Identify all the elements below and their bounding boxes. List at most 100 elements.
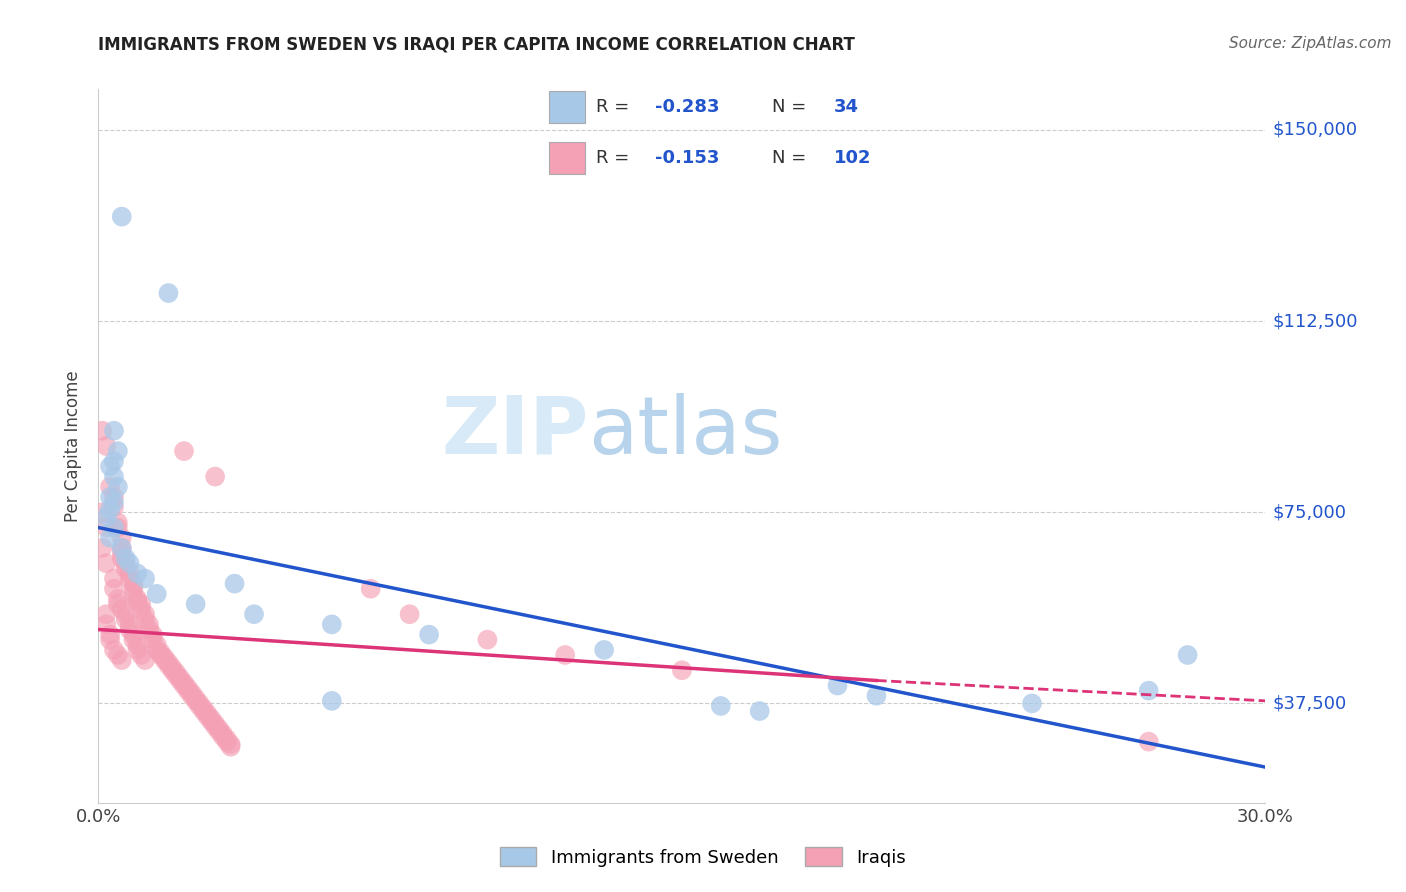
Point — [188, 697, 211, 711]
Point — [193, 704, 215, 718]
Point — [671, 663, 693, 677]
Point — [193, 701, 215, 715]
Point — [103, 490, 125, 504]
Point — [127, 566, 149, 581]
Point — [157, 286, 180, 301]
Point — [103, 454, 125, 468]
Text: Source: ZipAtlas.com: Source: ZipAtlas.com — [1229, 36, 1392, 51]
Point — [118, 566, 141, 581]
Point — [118, 617, 141, 632]
Point — [195, 709, 218, 723]
Text: IMMIGRANTS FROM SWEDEN VS IRAQI PER CAPITA INCOME CORRELATION CHART: IMMIGRANTS FROM SWEDEN VS IRAQI PER CAPI… — [98, 36, 855, 54]
Point — [122, 587, 145, 601]
Point — [129, 597, 152, 611]
Point — [107, 648, 129, 662]
Point — [243, 607, 266, 622]
Text: R =: R = — [596, 150, 636, 168]
Point — [593, 643, 616, 657]
Point — [91, 505, 114, 519]
Point — [1177, 648, 1199, 662]
Point — [177, 683, 200, 698]
Point — [204, 716, 226, 731]
Point — [96, 510, 118, 524]
Text: R =: R = — [596, 98, 636, 116]
Point — [321, 617, 343, 632]
Point — [111, 551, 134, 566]
Point — [321, 694, 343, 708]
Point — [398, 607, 420, 622]
Text: $75,000: $75,000 — [1272, 503, 1347, 521]
Point — [360, 582, 382, 596]
Y-axis label: Per Capita Income: Per Capita Income — [65, 370, 83, 522]
Point — [127, 638, 149, 652]
Point — [169, 673, 191, 688]
Point — [111, 546, 134, 560]
Point — [103, 582, 125, 596]
Point — [200, 712, 222, 726]
Point — [146, 587, 169, 601]
Point — [208, 724, 231, 739]
Point — [122, 576, 145, 591]
Point — [107, 520, 129, 534]
Point — [224, 576, 246, 591]
Point — [129, 648, 152, 662]
Point — [111, 541, 134, 555]
Point — [1137, 734, 1160, 748]
Point — [215, 732, 238, 747]
Point — [91, 424, 114, 438]
Point — [107, 597, 129, 611]
Point — [111, 210, 134, 224]
Text: ZIP: ZIP — [441, 392, 589, 471]
Point — [103, 424, 125, 438]
Point — [122, 582, 145, 596]
Point — [96, 617, 118, 632]
Text: atlas: atlas — [589, 392, 783, 471]
Point — [129, 602, 152, 616]
Point — [114, 607, 136, 622]
Text: N =: N = — [772, 150, 811, 168]
Point — [111, 531, 134, 545]
Point — [204, 469, 226, 483]
Point — [146, 638, 169, 652]
Point — [215, 734, 238, 748]
Point — [103, 643, 125, 657]
Point — [118, 572, 141, 586]
Text: 34: 34 — [834, 98, 859, 116]
Point — [153, 650, 176, 665]
Point — [142, 627, 165, 641]
Point — [865, 689, 887, 703]
Point — [177, 681, 200, 695]
Point — [173, 676, 195, 690]
Point — [96, 607, 118, 622]
Point — [103, 495, 125, 509]
Point — [114, 551, 136, 566]
Point — [149, 648, 172, 662]
Point — [165, 665, 187, 680]
Point — [98, 632, 121, 647]
Point — [204, 719, 226, 733]
Point — [122, 627, 145, 641]
Point — [157, 658, 180, 673]
Point — [98, 490, 121, 504]
Point — [149, 645, 172, 659]
Point — [91, 541, 114, 555]
Point — [111, 541, 134, 555]
Point — [184, 694, 207, 708]
Point — [157, 656, 180, 670]
Point — [138, 623, 160, 637]
Point — [107, 444, 129, 458]
Text: 102: 102 — [834, 150, 872, 168]
Point — [418, 627, 440, 641]
Point — [107, 480, 129, 494]
Point — [184, 691, 207, 706]
Point — [184, 597, 207, 611]
Point — [96, 556, 118, 570]
Point — [98, 627, 121, 641]
Point — [1137, 683, 1160, 698]
Point — [118, 623, 141, 637]
Point — [127, 594, 149, 608]
Legend: Immigrants from Sweden, Iraqis: Immigrants from Sweden, Iraqis — [494, 840, 912, 874]
Point — [200, 714, 222, 729]
FancyBboxPatch shape — [548, 91, 585, 123]
Point — [142, 632, 165, 647]
